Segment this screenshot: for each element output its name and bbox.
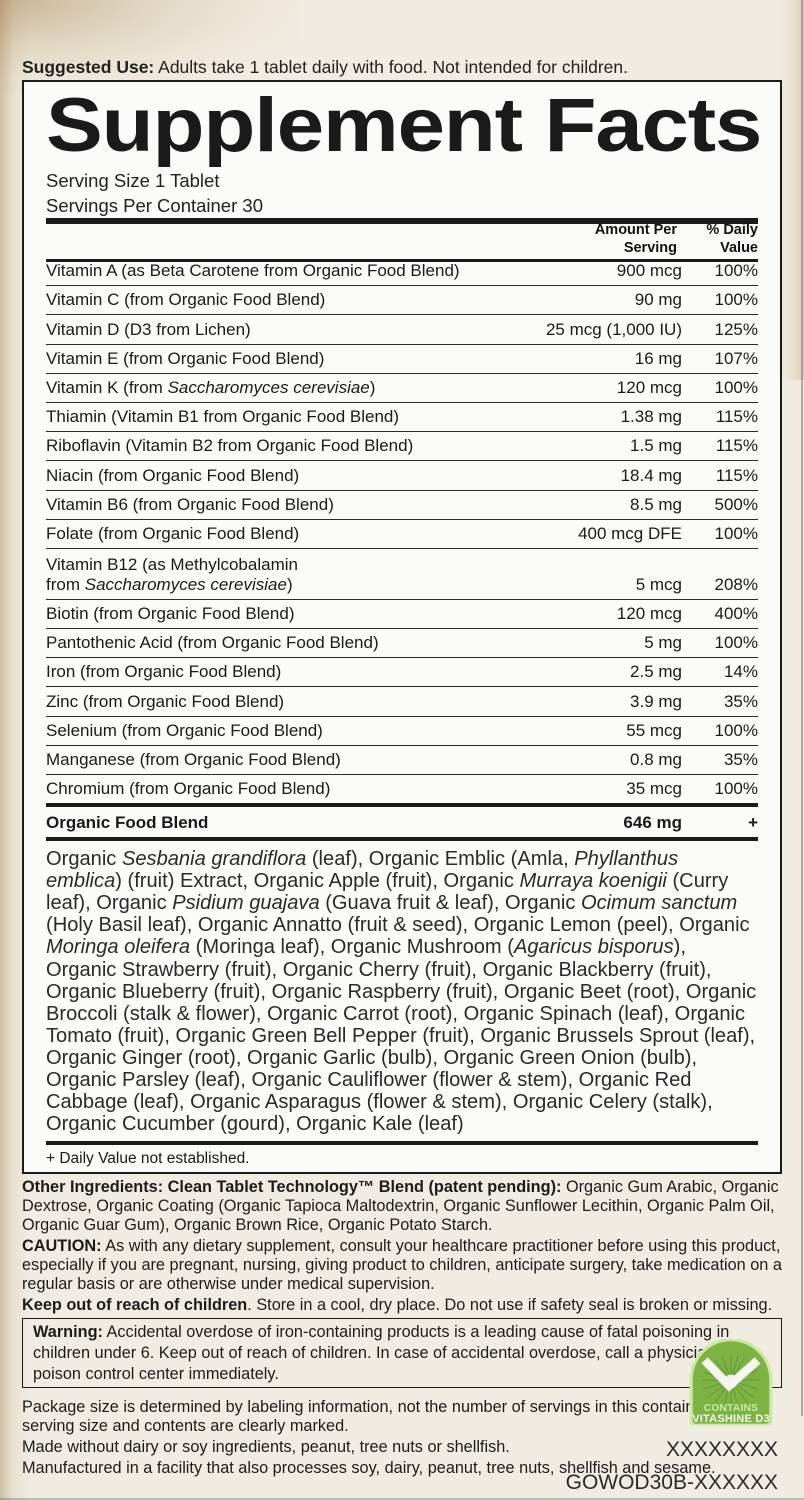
svg-text:VITASHINE D3: VITASHINE D3 [692,1413,770,1425]
